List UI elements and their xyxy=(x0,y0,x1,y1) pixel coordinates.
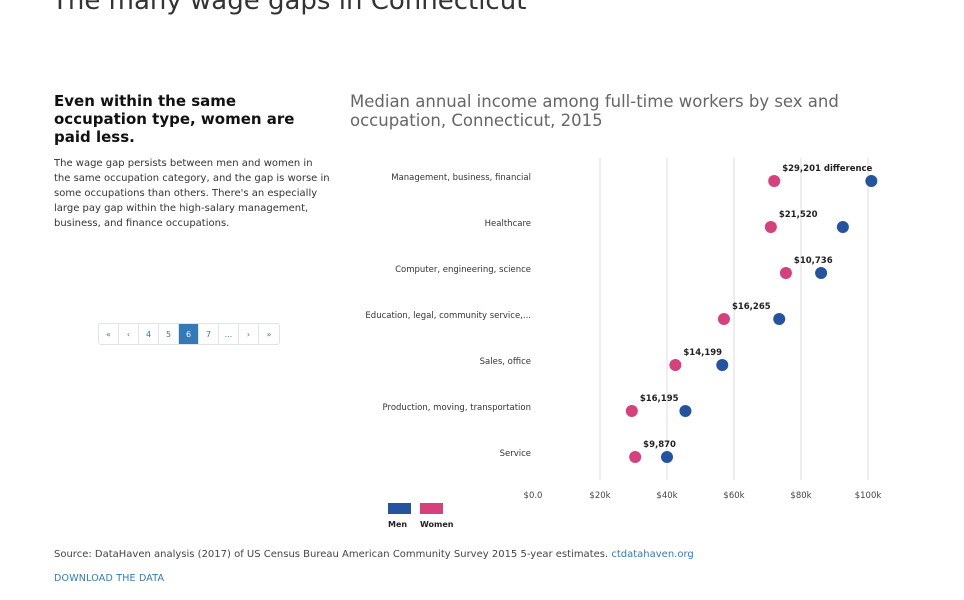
source-link[interactable]: ctdatahaven.org xyxy=(611,549,694,560)
category-label: Production, moving, transportation xyxy=(383,403,531,413)
gap-label: $21,520 xyxy=(779,210,818,220)
pager-prev-button[interactable]: ‹ xyxy=(119,324,139,344)
women-dot xyxy=(768,175,781,187)
story-panel: Even within the same occupation type, wo… xyxy=(54,92,332,231)
category-label: Education, legal, community service,... xyxy=(365,311,531,321)
legend-swatch xyxy=(420,503,443,514)
x-tick-label: $80k xyxy=(790,491,811,501)
category-label: Healthcare xyxy=(485,219,531,229)
gap-label: $10,736 xyxy=(794,256,833,266)
pager-first-button[interactable]: « xyxy=(99,324,119,344)
source-note: Source: DataHaven analysis (2017) of US … xyxy=(54,549,694,560)
x-tick-label: $100k xyxy=(855,491,882,501)
women-dot xyxy=(669,359,682,371)
category-label: Sales, office xyxy=(480,357,531,367)
women-dot xyxy=(717,313,730,325)
chart-title: Median annual income among full-time wor… xyxy=(350,92,839,130)
men-dot xyxy=(661,451,673,463)
men-dot xyxy=(716,359,729,371)
gap-label: $9,870 xyxy=(643,440,676,450)
pager-page-5[interactable]: 5 xyxy=(159,324,179,344)
category-label: Management, business, financial xyxy=(391,173,531,183)
pagination: « ‹ 4 5 6 7 ... › » xyxy=(98,323,280,345)
gap-label: $16,265 xyxy=(732,302,771,312)
pager-next-button[interactable]: › xyxy=(239,324,259,344)
x-tick-label: $60k xyxy=(723,491,744,501)
women-dot xyxy=(779,267,792,279)
women-dot xyxy=(625,405,638,417)
men-dot xyxy=(679,405,692,417)
pager-last-button[interactable]: » xyxy=(266,329,272,339)
pager-page-6-current[interactable]: 6 xyxy=(179,324,199,344)
men-dot xyxy=(815,267,828,279)
gap-label: $14,199 xyxy=(683,348,722,358)
download-data-link[interactable]: DOWNLOAD THE DATA xyxy=(54,573,165,584)
men-dot xyxy=(836,221,849,233)
legend-label: Women xyxy=(420,520,454,529)
x-tick-label: $20k xyxy=(589,491,610,501)
gap-label: $16,195 xyxy=(640,394,679,404)
panel-heading: Even within the same occupation type, wo… xyxy=(54,92,295,146)
category-label: Service xyxy=(500,449,531,459)
legend-label: Men xyxy=(388,520,407,529)
pager-page-4[interactable]: 4 xyxy=(139,324,159,344)
pager-ellipsis[interactable]: ... xyxy=(219,324,239,344)
men-dot xyxy=(773,313,786,325)
source-text: Source: DataHaven analysis (2017) of US … xyxy=(54,549,609,560)
legend-swatch xyxy=(388,503,411,514)
men-dot xyxy=(865,175,878,187)
women-dot xyxy=(629,451,642,463)
x-tick-label: $0.0 xyxy=(524,491,543,501)
category-label: Computer, engineering, science xyxy=(395,265,531,275)
x-tick-label: $40k xyxy=(656,491,677,501)
women-dot xyxy=(764,221,777,233)
gap-label: $29,201 difference xyxy=(782,164,872,174)
pager-page-7[interactable]: 7 xyxy=(199,324,219,344)
panel-body: The wage gap persists between men and wo… xyxy=(54,158,330,229)
page-title: The many wage gaps in Connecticut xyxy=(52,0,527,16)
